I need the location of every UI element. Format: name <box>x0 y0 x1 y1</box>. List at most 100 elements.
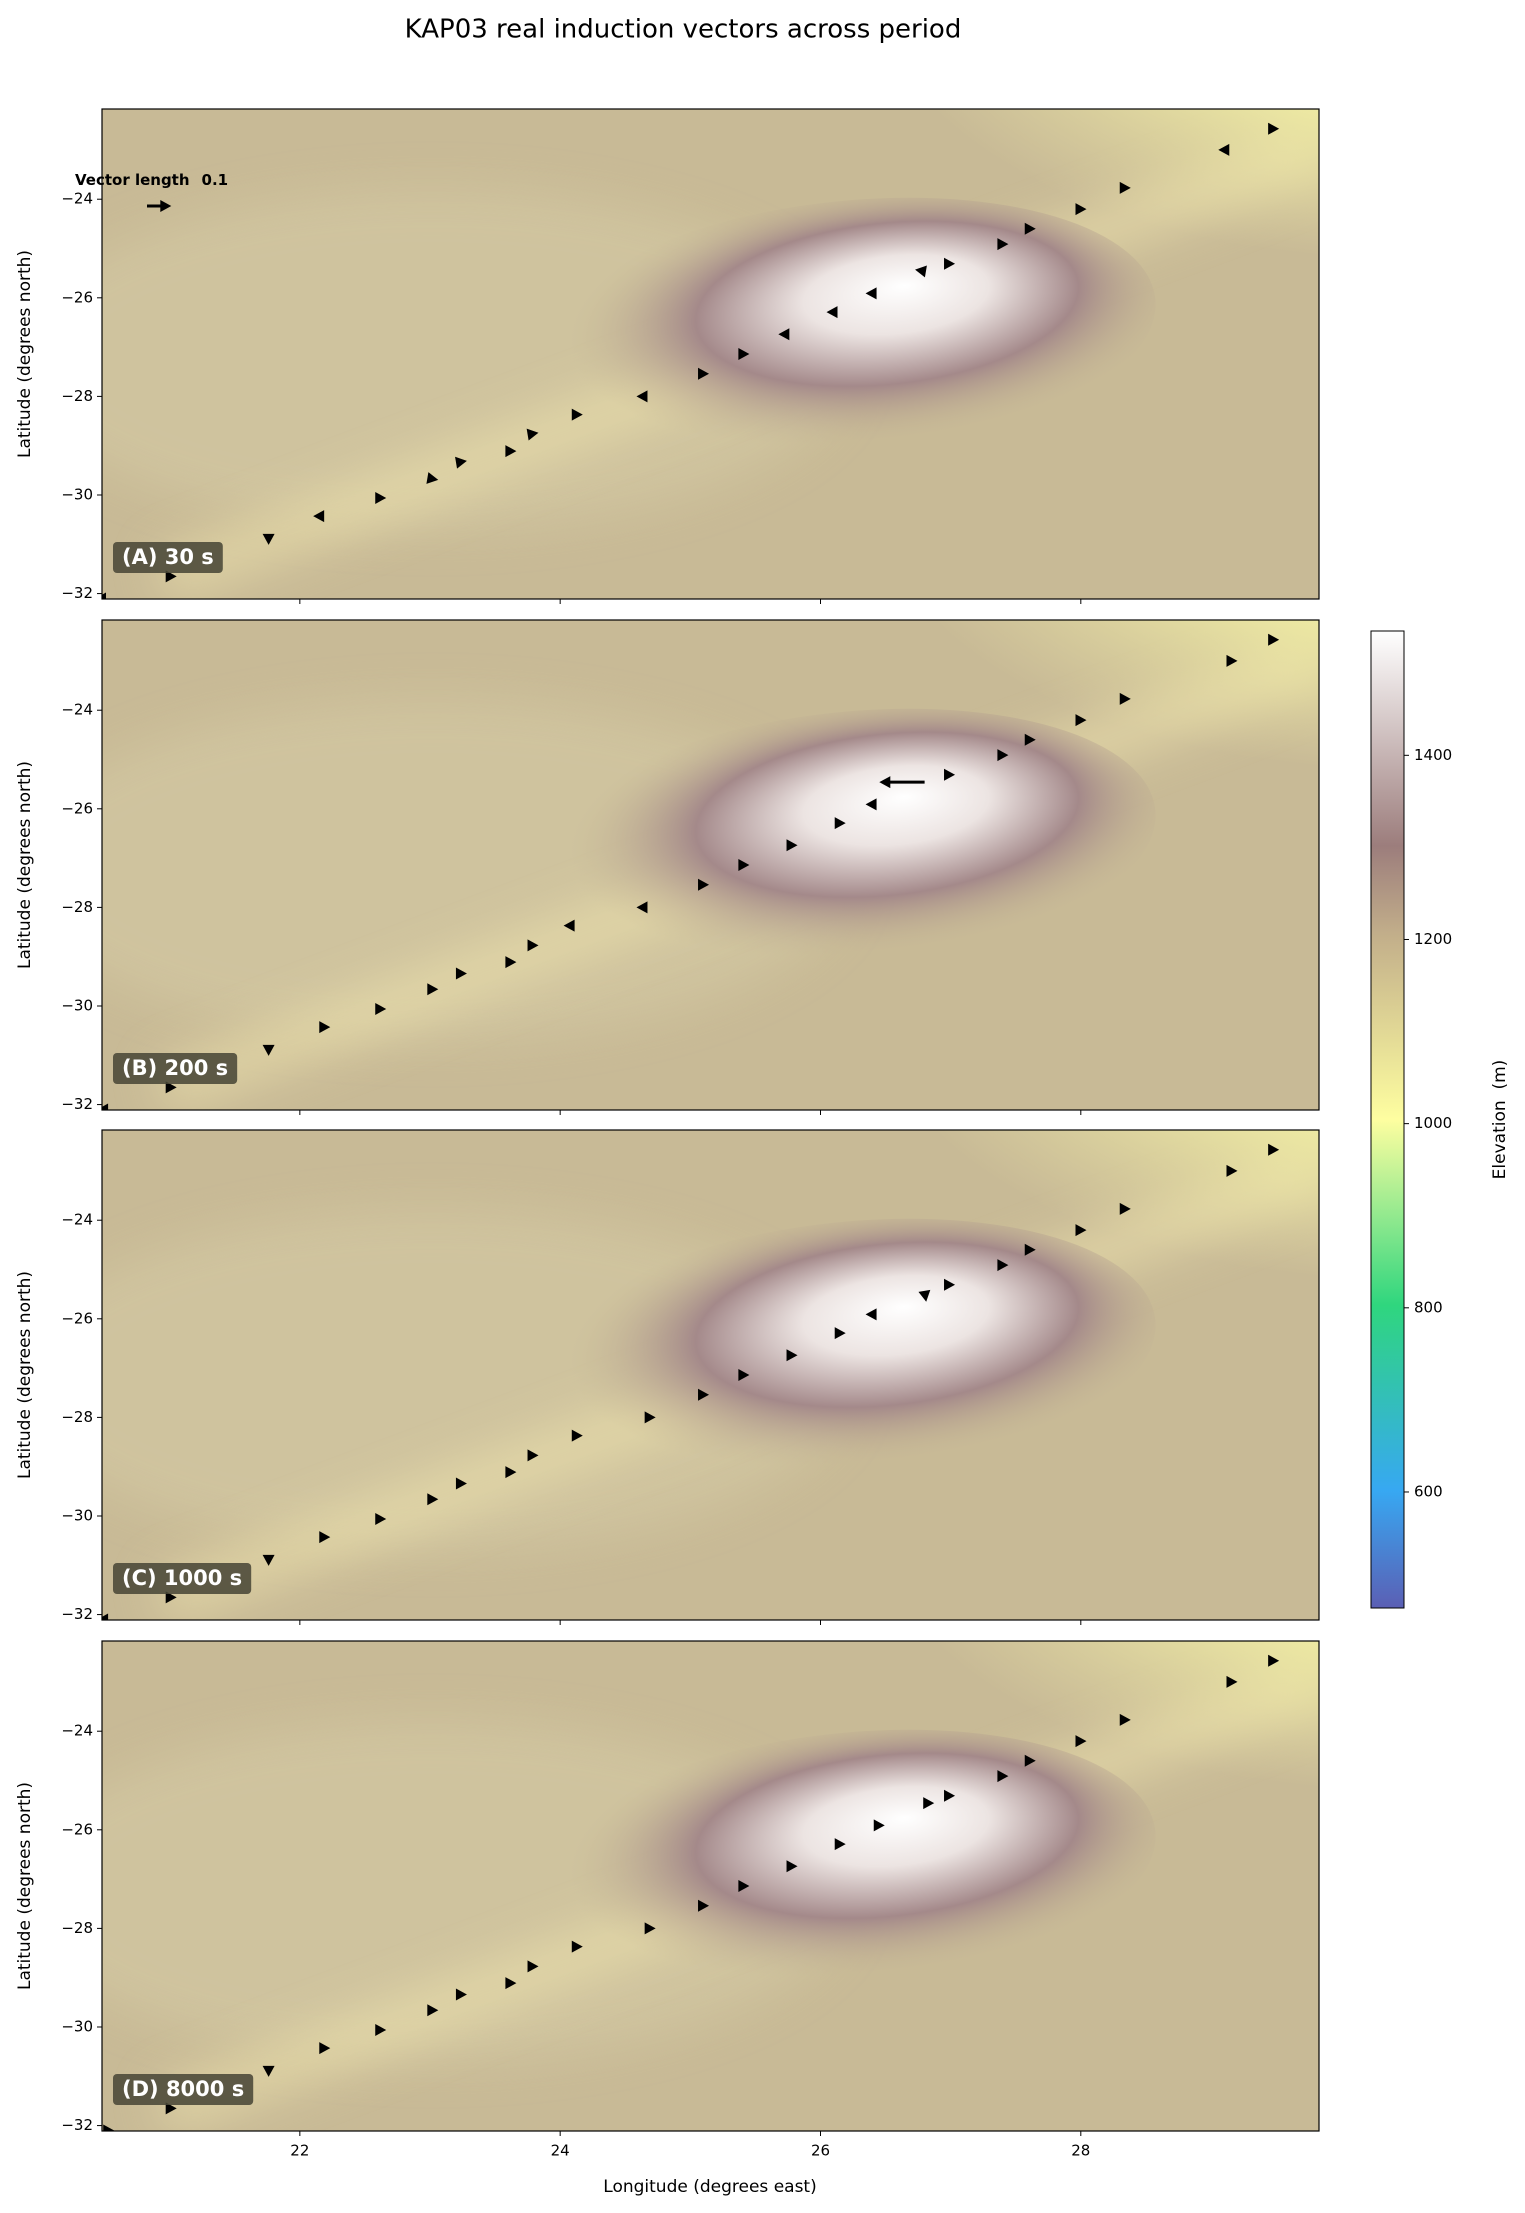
y-axis-label: Latitude (degrees north) <box>15 1271 35 1479</box>
panel-label-text: (A) 30 s <box>122 545 214 569</box>
colorbar-tick-label: 1000 <box>1414 1114 1452 1132</box>
vector-arrow <box>455 456 467 469</box>
y-tick-label: −26 <box>61 1820 93 1838</box>
terrain-background <box>102 620 1319 1110</box>
vector-arrow <box>1075 714 1087 727</box>
vector-arrow <box>165 1591 177 1604</box>
axes-frame <box>101 1129 1320 1621</box>
vector-arrow <box>997 1770 1009 1783</box>
vector-arrow <box>427 2004 439 2017</box>
vector-arrow <box>786 1860 798 1873</box>
vector-arrow <box>319 1021 331 1034</box>
y-tick-label: −30 <box>61 485 93 503</box>
vector-arrow <box>915 265 927 278</box>
panel-label: (A) 30 s <box>113 542 223 573</box>
y-tick-label: −32 <box>61 1095 93 1113</box>
vector-arrow <box>165 1081 177 1094</box>
vector-arrow <box>319 1531 331 1544</box>
y-tick-label: −24 <box>61 1722 93 1740</box>
vector-arrow <box>1268 1654 1280 1667</box>
vector-arrow <box>102 1103 109 1110</box>
vector-arrow <box>427 983 439 996</box>
vector-arrow <box>1024 1243 1036 1256</box>
vector-arrow <box>1268 1143 1280 1156</box>
y-tick-label: −28 <box>61 1408 93 1426</box>
x-tick-label: 22 <box>290 2142 309 2160</box>
vector-layer <box>102 633 1280 1110</box>
vector-arrow <box>103 2124 115 2131</box>
vector-arrow <box>923 1797 935 1810</box>
y-tick-label: −32 <box>61 1605 93 1623</box>
vector-arrow <box>102 592 107 599</box>
vector-arrow <box>375 1512 387 1525</box>
vector-arrow <box>997 1259 1009 1272</box>
figure-title: KAP03 real induction vectors across peri… <box>405 15 962 45</box>
vector-arrow <box>505 956 517 969</box>
vector-arrow <box>698 367 710 380</box>
vector-arrow <box>738 1369 750 1381</box>
vector-layer <box>102 1143 1280 1620</box>
x-axis-label: Longitude (degrees east) <box>603 2177 816 2197</box>
vector-arrow <box>1024 222 1036 235</box>
vector-arrow <box>505 1977 517 1990</box>
vector-arrow <box>834 1838 846 1851</box>
vector-arrow <box>997 749 1009 762</box>
vector-layer <box>103 1654 1280 2131</box>
y-axis-label: Latitude (degrees north) <box>15 761 35 969</box>
colorbar-tick-label: 1400 <box>1414 746 1452 764</box>
panel-label-text: (D) 8000 s <box>122 2077 244 2101</box>
vector-arrow <box>526 428 539 441</box>
vector-arrow <box>778 328 790 341</box>
vector-layer <box>102 122 1280 599</box>
vector-arrow <box>147 200 172 212</box>
y-tick-label: −24 <box>61 1211 93 1229</box>
y-tick-label: −32 <box>61 2116 93 2134</box>
vector-arrow <box>1226 1675 1238 1688</box>
x-tick-label: 24 <box>551 2142 570 2160</box>
panel-label: (D) 8000 s <box>113 2074 254 2105</box>
vector-arrow <box>636 390 648 403</box>
vector-arrow <box>571 408 583 421</box>
vector-arrow <box>313 510 325 523</box>
reference-text: Vector length <box>75 171 190 189</box>
vector-arrow <box>527 1449 539 1462</box>
vector-arrow <box>571 1940 583 1953</box>
vector-arrow <box>1024 733 1036 746</box>
vector-arrow <box>1268 633 1280 646</box>
axes-frame <box>101 619 1320 1111</box>
y-tick-label: −28 <box>61 387 93 405</box>
vector-arrow <box>1226 1164 1238 1177</box>
reference-length: 0.1 <box>202 171 229 189</box>
vector-arrow <box>262 1554 275 1566</box>
y-tick-label: −30 <box>61 1506 93 1524</box>
y-tick-label: −32 <box>61 584 93 602</box>
vector-arrow <box>834 1327 846 1340</box>
vector-arrow <box>865 798 877 811</box>
axes-frame <box>101 1640 1320 2132</box>
vector-arrow <box>319 2042 331 2055</box>
colorbar-label: Elevation (m) <box>1490 1060 1510 1180</box>
colorbar <box>1370 630 1405 1609</box>
vector-arrow <box>427 1493 439 1506</box>
vector-arrow <box>826 306 838 319</box>
vector-arrow <box>505 445 517 458</box>
y-tick-label: −26 <box>61 799 93 817</box>
reference-label: Vector length 0.1 <box>75 171 228 189</box>
vector-arrow <box>375 1002 387 1015</box>
panel-label-text: (B) 200 s <box>122 1056 228 1080</box>
colorbar-tick-label: 800 <box>1414 1298 1443 1316</box>
terrain-background <box>102 109 1319 599</box>
panel-label: (C) 1000 s <box>113 1563 252 1594</box>
vector-arrow <box>1075 1735 1087 1748</box>
vector-arrow <box>571 1429 583 1442</box>
y-tick-label: −26 <box>61 1309 93 1327</box>
vector-arrow <box>1119 181 1131 194</box>
vector-arrow <box>1218 143 1230 156</box>
vector-arrow <box>1226 654 1238 667</box>
vector-arrow <box>834 817 846 830</box>
vector-arrow <box>455 1477 467 1490</box>
vector-arrow <box>262 533 275 545</box>
vector-arrow <box>262 2065 275 2077</box>
